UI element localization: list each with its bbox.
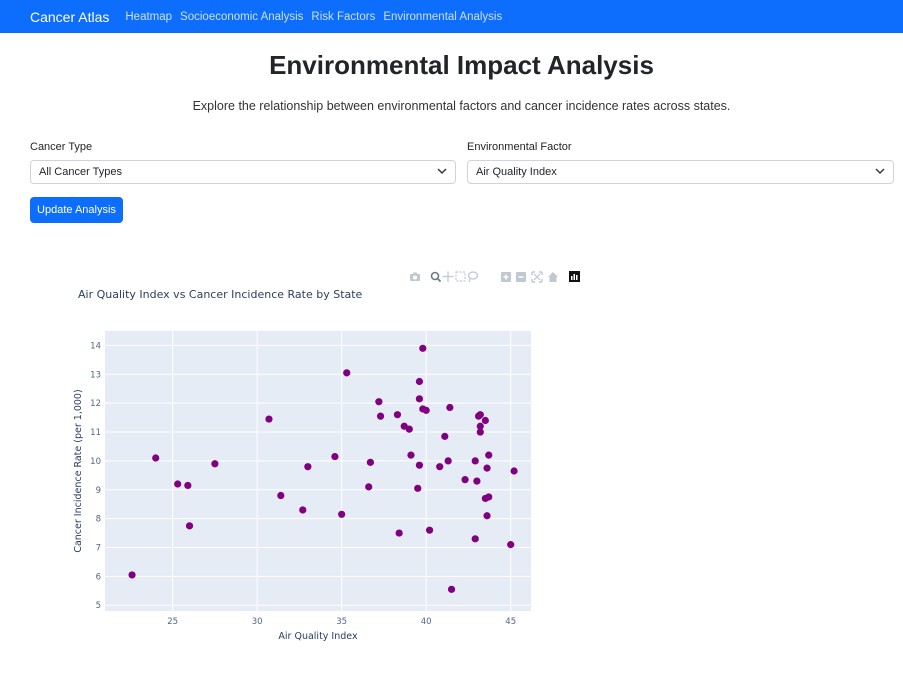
data-point[interactable] xyxy=(304,463,312,471)
data-point[interactable] xyxy=(436,463,444,471)
data-point[interactable] xyxy=(447,585,456,593)
data-point[interactable] xyxy=(415,377,424,386)
data-point[interactable] xyxy=(393,411,402,419)
y-tick-label: 9 xyxy=(96,486,101,496)
cancer-type-label: Cancer Type xyxy=(30,141,93,153)
nav-link-heatmap[interactable]: Heatmap xyxy=(125,10,173,23)
grid-lines xyxy=(105,331,531,611)
data-point[interactable] xyxy=(510,467,518,475)
y-tick-label: 6 xyxy=(96,572,101,582)
data-point[interactable] xyxy=(211,460,219,468)
cancer-type-select[interactable]: All Cancer Types xyxy=(30,160,456,184)
y-tick-label: 11 xyxy=(90,428,101,438)
reset-axes-icon[interactable] xyxy=(548,272,558,282)
data-point[interactable] xyxy=(185,522,194,530)
data-point[interactable] xyxy=(407,451,415,459)
box-select-icon[interactable] xyxy=(455,271,466,282)
data-point[interactable] xyxy=(265,415,273,423)
camera-icon[interactable] xyxy=(410,272,420,282)
data-point[interactable] xyxy=(338,510,346,518)
y-axis-label: Cancer Incidence Rate (per 1,000) xyxy=(73,389,84,552)
pan-icon[interactable] xyxy=(442,271,454,283)
navbar: Cancer Atlas Heatmap Socioeconomic Analy… xyxy=(0,0,903,33)
env-factor-select[interactable]: Air Quality Index xyxy=(467,160,894,184)
data-point[interactable] xyxy=(415,395,424,403)
data-point[interactable] xyxy=(128,571,136,579)
x-tick-label: 25 xyxy=(167,617,178,627)
env-factor-value: Air Quality Index xyxy=(476,166,557,178)
lasso-icon[interactable] xyxy=(467,271,479,283)
data-point[interactable] xyxy=(365,483,373,491)
data-point[interactable] xyxy=(483,512,491,520)
data-point[interactable] xyxy=(376,412,385,420)
nav-link-socioeconomic[interactable]: Socioeconomic Analysis xyxy=(180,10,304,23)
cancer-type-value: All Cancer Types xyxy=(39,166,122,178)
zoom-in-icon[interactable] xyxy=(501,272,511,282)
data-point[interactable] xyxy=(415,461,424,469)
data-point[interactable] xyxy=(152,454,160,462)
data-point[interactable] xyxy=(395,529,403,537)
data-point[interactable] xyxy=(277,491,285,500)
data-point[interactable] xyxy=(461,476,469,484)
data-point[interactable] xyxy=(375,398,383,406)
data-point[interactable] xyxy=(471,457,479,465)
env-factor-label: Environmental Factor xyxy=(467,141,572,153)
x-axis-label: Air Quality Index xyxy=(278,631,358,642)
y-tick-label: 13 xyxy=(90,370,101,380)
data-point[interactable] xyxy=(485,493,493,501)
chevron-down-icon xyxy=(875,168,885,175)
y-tick-label: 7 xyxy=(96,543,101,553)
x-tick-label: 35 xyxy=(336,617,347,627)
data-point[interactable] xyxy=(476,428,484,436)
data-point[interactable] xyxy=(366,458,375,466)
data-point[interactable] xyxy=(425,526,434,534)
data-point[interactable] xyxy=(419,344,427,352)
data-point[interactable] xyxy=(331,452,339,461)
data-point[interactable] xyxy=(481,416,489,425)
plotly-logo-icon[interactable] xyxy=(569,271,580,282)
data-point[interactable] xyxy=(444,457,452,465)
y-tick-label: 12 xyxy=(90,399,101,409)
scatter-chart: Air Quality Index vs Cancer Incidence Ra… xyxy=(73,288,531,642)
y-tick-label: 5 xyxy=(96,601,101,611)
page-subtitle: Explore the relationship between environ… xyxy=(192,99,731,113)
data-point[interactable] xyxy=(422,406,430,414)
data-point[interactable] xyxy=(471,535,479,543)
y-axis-ticks: 5 6 7 8 9 10 11 12 13 14 xyxy=(90,341,101,611)
x-tick-label: 45 xyxy=(505,617,516,627)
x-axis-ticks: 25 30 35 40 45 xyxy=(167,617,516,627)
brand-link[interactable]: Cancer Atlas xyxy=(30,8,110,25)
zoom-out-icon[interactable] xyxy=(516,272,526,282)
zoom-icon[interactable] xyxy=(430,271,442,283)
data-point[interactable] xyxy=(184,481,192,490)
nav-link-environmental[interactable]: Environmental Analysis xyxy=(383,10,503,23)
data-point[interactable] xyxy=(174,480,182,488)
plot-area[interactable] xyxy=(105,331,531,611)
data-point[interactable] xyxy=(414,484,422,492)
nav-link-risk-factors[interactable]: Risk Factors xyxy=(311,10,376,23)
data-point[interactable] xyxy=(483,464,491,472)
data-point[interactable] xyxy=(441,432,449,440)
y-tick-label: 14 xyxy=(90,341,101,351)
y-tick-label: 8 xyxy=(96,515,101,525)
data-point[interactable] xyxy=(476,422,484,430)
x-tick-label: 40 xyxy=(421,617,432,627)
update-analysis-button[interactable]: Update Analysis xyxy=(30,197,123,223)
chart-title: Air Quality Index vs Cancer Incidence Ra… xyxy=(78,288,363,301)
autoscale-icon[interactable] xyxy=(531,271,543,283)
y-tick-label: 10 xyxy=(90,457,101,467)
data-point[interactable] xyxy=(473,477,481,485)
data-point[interactable] xyxy=(485,451,493,459)
data-points xyxy=(128,344,518,593)
page-title: Environmental Impact Analysis xyxy=(269,50,654,80)
data-point[interactable] xyxy=(507,541,515,549)
chevron-down-icon xyxy=(437,168,447,175)
data-point[interactable] xyxy=(343,369,351,377)
data-point[interactable] xyxy=(405,425,413,433)
data-point[interactable] xyxy=(299,506,307,514)
x-tick-label: 30 xyxy=(252,617,263,627)
chart-modebar xyxy=(410,271,580,283)
data-point[interactable] xyxy=(476,411,484,419)
data-point[interactable] xyxy=(446,403,454,412)
